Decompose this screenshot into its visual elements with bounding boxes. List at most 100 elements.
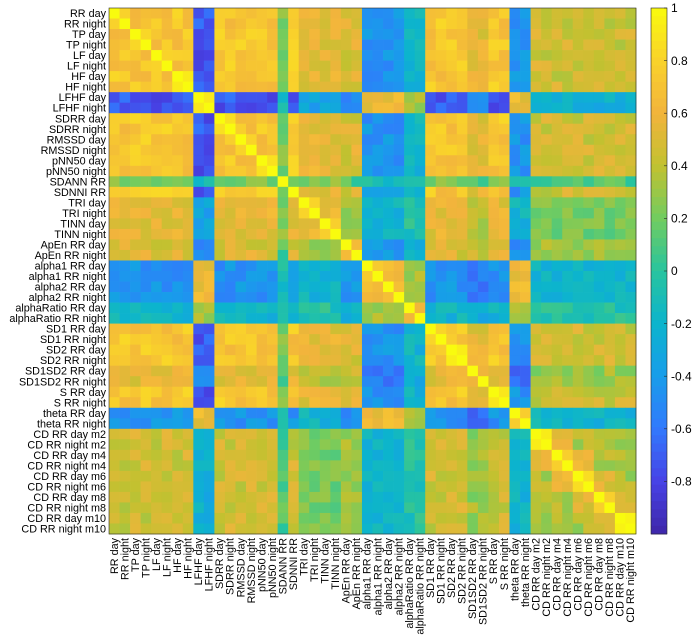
y-tick-label: RR day (70, 8, 107, 20)
heatmap-cell (298, 512, 310, 524)
heatmap-cell (277, 481, 289, 493)
heatmap-cell (256, 134, 268, 146)
heatmap-cell (393, 397, 405, 409)
heatmap-cell (572, 134, 584, 146)
heatmap-cell (319, 428, 331, 440)
heatmap-cell (593, 102, 605, 114)
heatmap-cell (203, 460, 215, 472)
heatmap-cell (246, 155, 257, 167)
heatmap-cell (161, 523, 173, 535)
heatmap-cell (372, 481, 384, 493)
heatmap-cell (224, 523, 236, 535)
heatmap-cell (446, 386, 458, 398)
heatmap-cell (172, 407, 184, 419)
heatmap-cell (235, 29, 247, 40)
heatmap-cell (414, 123, 426, 135)
colorbar-segment (651, 147, 667, 157)
colorbar-segment (651, 164, 667, 173)
x-tick-label: CD RR day m4 (551, 538, 563, 611)
heatmap-cell (551, 302, 563, 314)
heatmap-cell (267, 207, 278, 219)
heatmap-cell (477, 239, 489, 251)
heatmap-cell (340, 165, 352, 177)
heatmap-cell (583, 239, 595, 251)
heatmap-cell (467, 376, 479, 388)
heatmap-cell (593, 50, 605, 61)
heatmap-cell (298, 428, 310, 440)
heatmap-cell (498, 481, 510, 493)
heatmap-cell (435, 523, 447, 535)
heatmap-cell (530, 334, 542, 345)
heatmap-cell (351, 344, 363, 356)
heatmap-cell (541, 29, 553, 40)
heatmap-cell (446, 271, 458, 282)
heatmap-cell (288, 491, 300, 503)
y-tick-label: RMSSD day (47, 134, 107, 146)
heatmap-cell (467, 197, 479, 209)
heatmap-cell (203, 176, 215, 188)
heatmap-cell (351, 470, 363, 482)
heatmap-cell (119, 18, 131, 30)
heatmap-cell (614, 334, 626, 345)
heatmap-cell (446, 302, 458, 314)
heatmap-cell (393, 355, 405, 367)
heatmap-cell (214, 428, 226, 440)
heatmap-cell (404, 355, 416, 367)
heatmap-cell (593, 71, 605, 82)
heatmap-cell (425, 228, 437, 240)
heatmap-cell (625, 386, 637, 398)
x-tick-label: TRI day (298, 537, 310, 575)
heatmap-cell (446, 92, 458, 104)
colorbar-segment (651, 501, 667, 510)
y-tick-label: HF night (65, 82, 106, 94)
heatmap-cell (583, 134, 595, 146)
heatmap-cell (625, 102, 637, 114)
heatmap-cell (520, 292, 531, 303)
heatmap-cell (562, 313, 574, 324)
heatmap-cell (214, 239, 226, 251)
y-tick-label: TINN day (60, 218, 106, 230)
heatmap-cell (604, 60, 616, 72)
heatmap-cell (625, 71, 637, 82)
heatmap-cell (488, 218, 500, 230)
heatmap-cell (551, 386, 563, 398)
heatmap-cell (267, 481, 278, 493)
heatmap-cell (193, 428, 205, 440)
heatmap-cell (130, 502, 141, 514)
heatmap-cell (256, 102, 268, 114)
heatmap-cell (277, 355, 289, 367)
heatmap-cell (520, 449, 531, 461)
heatmap-cell (404, 376, 416, 388)
heatmap-cell (562, 228, 574, 240)
heatmap-cell (340, 239, 352, 251)
heatmap-cell (372, 18, 384, 30)
heatmap-cell (203, 50, 215, 61)
heatmap-cell (203, 491, 215, 503)
heatmap-cell (414, 407, 426, 419)
heatmap-cell (456, 165, 468, 177)
heatmap-cell (404, 334, 416, 345)
colorbar-segment (651, 460, 667, 469)
heatmap-cell (267, 313, 278, 324)
heatmap-cell (119, 439, 131, 451)
heatmap-cell (277, 449, 289, 461)
y-tick-label: pNN50 night (46, 166, 106, 178)
heatmap-cell (288, 186, 300, 198)
heatmap-cell (246, 165, 257, 177)
heatmap-cell (351, 481, 363, 493)
heatmap-cell (140, 165, 152, 177)
heatmap-cell (604, 155, 616, 167)
heatmap-cell (214, 92, 226, 104)
heatmap-cell (604, 123, 616, 135)
heatmap-cell (593, 449, 605, 461)
heatmap-cell (509, 197, 521, 209)
heatmap-cell (277, 428, 289, 440)
heatmap-cell (151, 460, 163, 472)
heatmap-cell (425, 50, 437, 61)
colorbar-segment (651, 172, 667, 181)
colorbar-segment (651, 279, 667, 288)
heatmap-cell (435, 271, 447, 282)
colorbar-segment (651, 114, 667, 124)
heatmap-cell (267, 197, 278, 209)
